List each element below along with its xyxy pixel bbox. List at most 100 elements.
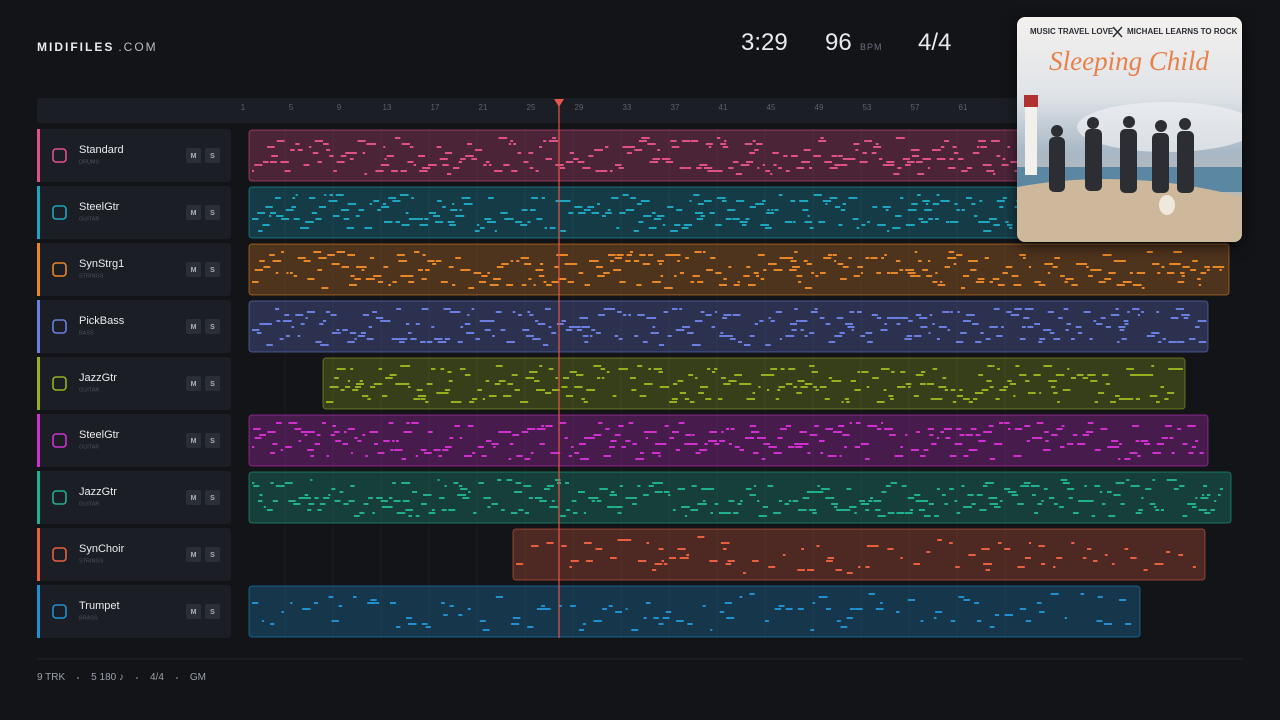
note <box>539 443 545 445</box>
note <box>261 620 264 622</box>
track-button[interactable]: S <box>210 324 215 331</box>
note <box>663 563 668 565</box>
note <box>758 386 761 388</box>
note <box>1011 383 1016 385</box>
note <box>921 221 928 223</box>
note <box>722 548 727 550</box>
note <box>695 377 698 379</box>
note <box>788 368 796 370</box>
track-button[interactable]: S <box>210 267 215 274</box>
note <box>849 311 855 313</box>
track-button[interactable]: M <box>191 210 197 217</box>
note <box>610 260 614 262</box>
note <box>888 395 894 397</box>
note <box>959 434 965 436</box>
note <box>508 143 512 145</box>
note <box>323 143 329 145</box>
note <box>1166 272 1175 274</box>
note <box>896 323 901 325</box>
note <box>842 266 849 268</box>
note <box>651 161 655 163</box>
track-category: GUITAR <box>79 444 99 450</box>
track-button[interactable]: S <box>210 153 215 160</box>
track-color-strip <box>37 129 40 182</box>
note <box>799 320 808 322</box>
note <box>441 602 445 604</box>
note <box>484 329 491 331</box>
note <box>674 275 677 277</box>
track-button[interactable]: S <box>210 210 215 217</box>
track-button[interactable]: M <box>191 267 197 274</box>
note <box>415 455 418 457</box>
note <box>961 485 965 487</box>
note <box>743 383 752 385</box>
note <box>677 488 685 490</box>
note <box>662 224 666 226</box>
note <box>1013 395 1016 397</box>
note <box>340 155 347 157</box>
note <box>670 230 678 232</box>
track-button[interactable]: M <box>191 552 197 559</box>
note <box>677 380 684 382</box>
note <box>779 428 787 430</box>
note <box>778 194 783 196</box>
note <box>617 512 622 514</box>
note <box>580 458 589 460</box>
track-button[interactable]: M <box>191 324 197 331</box>
note <box>1170 317 1179 319</box>
note <box>524 512 529 514</box>
track-button[interactable]: S <box>210 381 215 388</box>
note <box>915 314 922 316</box>
track-button[interactable]: S <box>210 495 215 502</box>
ruler-label: 45 <box>767 103 776 112</box>
note <box>660 275 664 277</box>
track-button[interactable]: S <box>210 438 215 445</box>
track-button[interactable]: M <box>191 381 197 388</box>
note <box>867 425 873 427</box>
note <box>777 437 783 439</box>
note <box>380 164 390 166</box>
note <box>254 269 263 271</box>
track-button[interactable]: M <box>191 609 197 616</box>
note <box>512 617 521 619</box>
note <box>690 140 699 142</box>
track-button[interactable]: S <box>210 609 215 616</box>
note <box>588 497 598 499</box>
track-button[interactable]: M <box>191 153 197 160</box>
note <box>257 212 266 214</box>
track-button[interactable]: S <box>210 552 215 559</box>
note <box>1198 341 1207 343</box>
note <box>817 485 820 487</box>
note <box>1002 197 1007 199</box>
note <box>1076 263 1084 265</box>
note <box>357 266 367 268</box>
track-button[interactable]: M <box>191 438 197 445</box>
track-color-strip <box>37 471 40 524</box>
note <box>644 383 653 385</box>
note <box>467 608 471 610</box>
note <box>715 311 718 313</box>
note <box>991 140 1000 142</box>
note <box>419 224 428 226</box>
note <box>555 479 561 481</box>
note <box>1015 365 1020 367</box>
note <box>791 329 797 331</box>
note <box>762 506 768 508</box>
note <box>340 389 345 391</box>
note <box>1195 326 1200 328</box>
note <box>552 137 557 139</box>
track-button[interactable]: M <box>191 495 197 502</box>
track-color-strip <box>37 528 40 581</box>
note <box>565 482 569 484</box>
note <box>1097 596 1103 598</box>
note <box>887 272 891 274</box>
note <box>665 254 674 256</box>
note <box>561 386 568 388</box>
note <box>630 377 636 379</box>
note <box>629 251 633 253</box>
note <box>996 155 1001 157</box>
note <box>477 446 484 448</box>
note <box>642 263 651 265</box>
note <box>359 380 363 382</box>
note <box>653 218 662 220</box>
